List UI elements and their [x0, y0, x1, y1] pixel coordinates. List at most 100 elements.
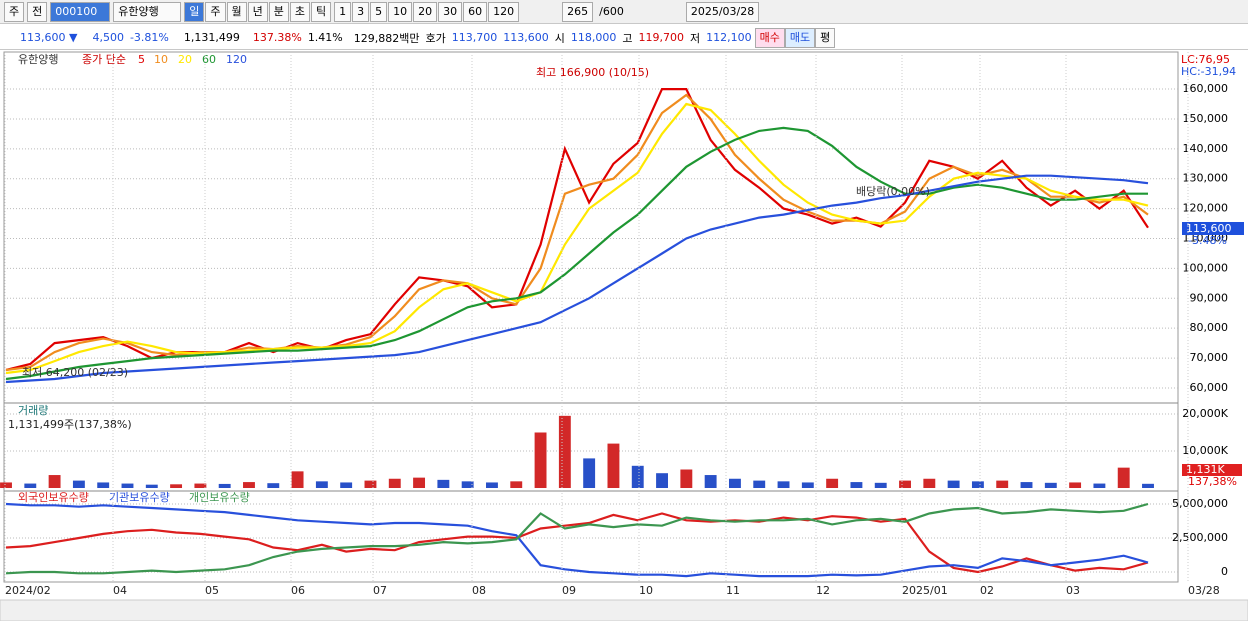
toolbar-button[interactable]: 1: [334, 1, 352, 22]
x-tick-label: 04: [113, 584, 127, 597]
y-tick-label: 130,000: [1183, 172, 1229, 185]
y-tick-label: 0: [1221, 565, 1228, 578]
volume-bar: [170, 484, 183, 489]
market[interactable]: 주: [4, 1, 25, 22]
toolbar-button[interactable]: 120: [488, 1, 520, 22]
y-tick-label: 110,000: [1183, 232, 1229, 245]
y-tick-label: 70,000: [1190, 351, 1229, 364]
volume-title: 거래량: [18, 404, 48, 417]
volume-bar: [461, 481, 474, 489]
toolbar-button[interactable]: 60: [463, 1, 488, 22]
y-tick-label: 150,000: [1183, 112, 1229, 125]
volume-bar: [291, 471, 304, 489]
plot-frame: [3, 51, 1179, 583]
legend-entry: 5: [138, 53, 145, 66]
volume-last: 1,131K: [1186, 463, 1225, 476]
last-price-box: [1182, 222, 1244, 235]
volume-bar: [874, 482, 887, 489]
volume-bar: [413, 477, 426, 489]
hc-label: HC:-31,94: [1181, 65, 1236, 78]
buy-button[interactable]: 매수: [754, 27, 785, 48]
y-tick-label: 5,000,000: [1172, 497, 1228, 510]
x-tick-label: 07: [373, 584, 387, 597]
volume-bar: [218, 483, 231, 489]
volume-bar: [510, 481, 523, 489]
turnover: 1.41%: [307, 31, 343, 44]
toolbar-button[interactable]: 월: [226, 1, 247, 22]
volume-bar: [923, 478, 936, 489]
toolbar-button[interactable]: 주: [205, 1, 226, 22]
high-label: 고: [622, 31, 633, 45]
background: [0, 50, 1248, 621]
x-tick-label: 05: [205, 584, 219, 597]
ask-label: 호가: [425, 31, 446, 45]
y-tick-label: 20,000K: [1182, 407, 1228, 420]
toolbar-button[interactable]: 년: [247, 1, 268, 22]
y-tick-label: 80,000: [1190, 321, 1229, 334]
amount: 129,882백만: [353, 31, 420, 45]
toolbar-button[interactable]: 분: [268, 1, 289, 22]
y-tick-label: 90,000: [1190, 291, 1229, 304]
scrollbar[interactable]: [0, 599, 1248, 621]
volume-bar: [656, 473, 668, 489]
toolbar-button[interactable]: 3: [352, 1, 370, 22]
volume-bar: [850, 482, 863, 489]
date[interactable]: 2025/03/28: [685, 1, 760, 22]
ask: 113,700: [451, 31, 498, 44]
price: 113,600 ▼: [20, 31, 78, 44]
volume-bar: [121, 483, 134, 489]
low: 112,100: [706, 31, 752, 44]
sell-button[interactable]: 매도: [784, 27, 816, 48]
open-label: 시: [554, 31, 565, 45]
volume-bar: [243, 482, 255, 489]
toolbar-button[interactable]: 10: [388, 1, 413, 22]
toolbar-button[interactable]: 20: [413, 1, 438, 22]
x-tick-label: 02: [980, 584, 994, 597]
legend-title: 유한양행: [18, 53, 58, 66]
y-tick-label: 140,000: [1183, 142, 1229, 155]
volume-bar: [1093, 483, 1106, 489]
stock-name[interactable]: 유한양행: [113, 1, 182, 22]
volume-bar: [753, 480, 766, 489]
bid: 113,600: [503, 31, 549, 44]
volume-bar: [145, 484, 158, 489]
volume-bar: [607, 443, 620, 489]
y-tick-label: 100,000: [1183, 261, 1229, 274]
toolbar-button[interactable]: 일: [184, 1, 205, 22]
legend-entry: 외국인보유수량: [18, 491, 89, 504]
volume-subtitle: 1,131,499주(137,38%): [8, 418, 132, 431]
series-line: [5, 502, 1149, 575]
high-note: 최고 166,900 (10/15): [536, 66, 649, 79]
volume-bar: [947, 480, 960, 489]
volume-bar: [24, 483, 37, 489]
series-line: [5, 88, 1149, 372]
volume-bar: [704, 475, 717, 489]
low-note: 최저 64,200 (02/23): [22, 366, 128, 379]
toolbar-button[interactable]: 초: [289, 1, 310, 22]
volume-bar: [631, 465, 644, 489]
legend-label: 종가 단순: [82, 53, 126, 66]
legend-entry: 60: [202, 53, 216, 66]
toolbar-button[interactable]: 틱: [311, 1, 332, 22]
x-tick-label: 03/28: [1188, 584, 1220, 597]
toolbar-button[interactable]: 5: [370, 1, 388, 22]
legend-entry: 기관보유수량: [109, 491, 170, 504]
legend-entry: 개인보유수량: [189, 491, 250, 504]
volume-bar: [340, 482, 353, 489]
volume-bar: [72, 480, 85, 489]
y-tick-label: 2,500,000: [1172, 531, 1228, 544]
count[interactable]: 265: [562, 1, 594, 22]
volume-bar: [583, 458, 596, 489]
intervals: 1 3 5 10 20 30 60 120: [334, 1, 520, 22]
volume-bar: [971, 481, 984, 489]
series-line: [5, 102, 1149, 375]
x-tick-label: 2025/01: [902, 584, 948, 597]
x-tick-label: 03: [1066, 584, 1080, 597]
toolbar-button[interactable]: 30: [438, 1, 463, 22]
volume-bar: [1117, 467, 1130, 489]
avg-button[interactable]: 평: [815, 27, 836, 48]
volume-bar: [48, 475, 61, 489]
scope[interactable]: 전: [27, 1, 48, 22]
volume-bar: [558, 415, 571, 489]
code-input[interactable]: 000100: [50, 1, 111, 22]
